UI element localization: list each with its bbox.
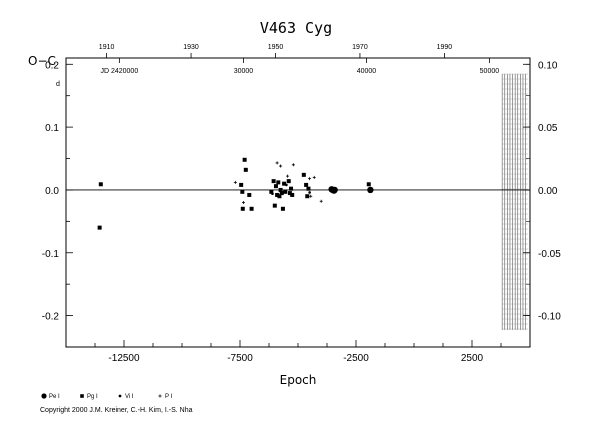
legend: Pe I Pg I Vi I P I (41, 393, 173, 400)
y-tick-label-left: 0.2 (45, 60, 59, 71)
x-axis-label: Epoch (280, 373, 317, 387)
y-tick-label-right: 0.10 (538, 60, 558, 71)
point-p (286, 174, 290, 178)
y-tick-label-right: 0.05 (538, 123, 558, 134)
point-p (279, 164, 283, 168)
point-p (312, 175, 316, 179)
point-pg (287, 191, 292, 196)
point-pg (304, 182, 309, 187)
point-vi (271, 192, 274, 196)
point-pg (289, 186, 294, 191)
y-tick-label-right: -0.10 (538, 312, 561, 323)
x-tick-label: 2500 (461, 353, 484, 364)
point-pg (286, 179, 291, 184)
top-jd-label: 50000 (480, 68, 500, 75)
legend-marker-pg (80, 394, 84, 398)
point-p (241, 201, 245, 204)
legend-marker-vi (118, 394, 122, 398)
point-pg (271, 179, 276, 184)
x-tick-label: -7500 (227, 353, 253, 364)
top-year-label: 1930 (183, 44, 199, 51)
point-pg (283, 189, 288, 194)
legend-label: Pe I (49, 394, 60, 400)
point-pe (367, 186, 374, 194)
point-pg (273, 184, 278, 189)
y-tick-label-right: 0.00 (538, 186, 558, 197)
legend-label: Pg I (87, 394, 98, 400)
point-pg (98, 182, 103, 187)
point-pg (301, 172, 306, 177)
copyright-text: Copyright 2000 J.M. Kreiner, C.-H. Kim, … (40, 407, 193, 414)
y-tick-label-left: -0.2 (42, 312, 60, 323)
top-year-label: 1910 (99, 44, 115, 51)
point-pg (276, 180, 281, 185)
point-pg (366, 182, 371, 187)
point-pg (240, 189, 245, 194)
point-p (275, 161, 279, 165)
top-year-label: 1950 (268, 44, 284, 51)
point-pg (290, 192, 295, 197)
point-pg (249, 206, 254, 211)
y-tick-label-left: 0.0 (45, 186, 59, 197)
legend-label: P I (165, 394, 173, 400)
point-vi (308, 191, 311, 194)
point-p (308, 177, 312, 181)
top-jd-label: 30000 (234, 68, 254, 75)
point-pg (305, 194, 310, 199)
y-tick-label-left: 0.1 (45, 123, 59, 134)
plot-frame (65, 57, 531, 348)
point-pg (277, 194, 282, 199)
y-axis-label: O−C (28, 54, 56, 68)
point-pg (97, 225, 102, 230)
point-p (291, 163, 295, 167)
point-pg (243, 167, 248, 172)
top-year-label: 1990 (437, 44, 453, 51)
point-pg (239, 182, 244, 187)
point-pg (272, 203, 277, 208)
point-pg (242, 157, 247, 162)
point-pg (275, 192, 280, 197)
point-p (233, 180, 237, 184)
top-jd-label: 40000 (357, 68, 377, 75)
y-tick-label-left: -0.1 (42, 249, 60, 260)
data-points (97, 157, 374, 230)
point-pg (278, 187, 283, 192)
point-p (319, 199, 323, 203)
y-axis-unit: d (56, 81, 60, 88)
point-p (309, 194, 313, 198)
legend-marker-pe (41, 393, 47, 399)
point-pe (331, 186, 338, 194)
legend-label: Vi I (125, 394, 134, 400)
top-year-label: 1970 (352, 44, 368, 51)
point-pg (269, 189, 274, 194)
axis-ticks: -12500 -7500 -2500 2500 0.2 0.1 0.0 -0.1 -0.2 0.1… (42, 44, 561, 364)
x-tick-label: -12500 (108, 353, 140, 364)
point-pg (247, 192, 252, 197)
x-tick-label: -2500 (343, 353, 369, 364)
point-pg (240, 206, 245, 211)
point-pg (282, 181, 287, 186)
point-vi (285, 183, 288, 187)
y-tick-label-right: -0.05 (538, 249, 561, 260)
chart-title: V463 Cyg (260, 19, 332, 37)
hatched-region (501, 73, 528, 330)
point-pg (279, 191, 284, 196)
point-pg (306, 186, 311, 191)
legend-marker-p (158, 394, 162, 398)
top-jd-label: JD 2420000 (100, 68, 138, 75)
point-pg (280, 206, 285, 211)
